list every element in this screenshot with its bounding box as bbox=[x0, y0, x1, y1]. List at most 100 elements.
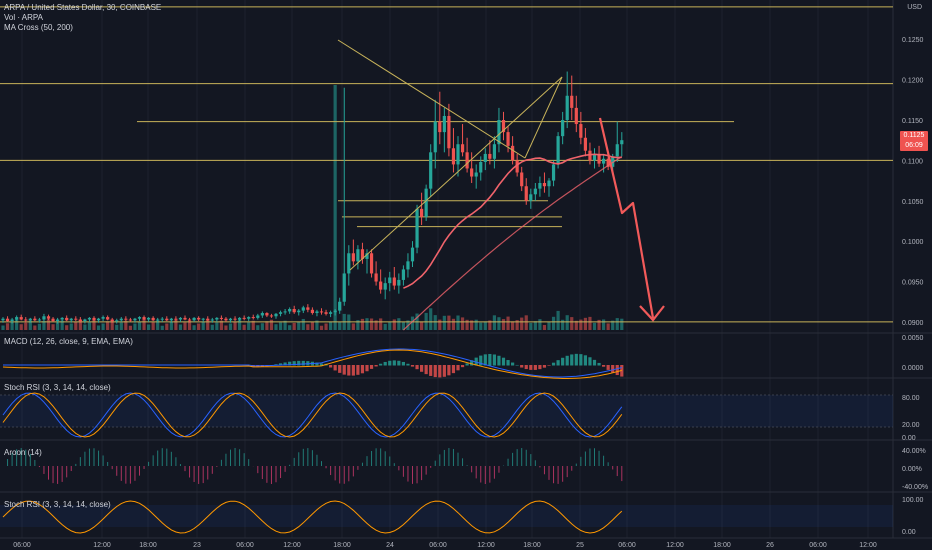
volume-bar bbox=[533, 321, 537, 330]
currency-label: USD bbox=[907, 4, 922, 11]
candle-body bbox=[374, 273, 378, 282]
volume-bar bbox=[183, 322, 187, 330]
volume-bar bbox=[260, 323, 264, 330]
candle-body bbox=[579, 124, 583, 138]
candle-body bbox=[1, 318, 5, 321]
candle-body bbox=[310, 309, 314, 314]
macd-hist-bar bbox=[392, 360, 396, 366]
candle-body bbox=[379, 281, 383, 290]
volume-bar bbox=[238, 319, 242, 330]
y-tick-label: 0.0900 bbox=[902, 320, 924, 327]
macd-title[interactable]: MACD (12, 26, close, 9, EMA, EMA) bbox=[4, 337, 133, 346]
candle-body bbox=[256, 315, 260, 318]
macd-hist-bar bbox=[347, 365, 351, 376]
volume-bar bbox=[206, 319, 210, 330]
x-tick-label: 26 bbox=[766, 542, 774, 549]
candle-body bbox=[210, 319, 214, 321]
volume-bar bbox=[288, 325, 292, 330]
volume-bar bbox=[574, 320, 578, 330]
candle-body bbox=[101, 317, 105, 319]
candlestick-series bbox=[1, 71, 624, 324]
candle-body bbox=[333, 310, 337, 313]
volume-bar bbox=[542, 324, 547, 330]
macd-hist-bar bbox=[547, 365, 551, 366]
candle-body bbox=[551, 164, 556, 181]
candle-body bbox=[124, 318, 128, 320]
macd-hist-bar bbox=[488, 353, 492, 366]
macd-hist-bar bbox=[415, 365, 419, 370]
volume-bar bbox=[174, 319, 178, 330]
candle-body bbox=[479, 162, 483, 173]
horizontal-levels[interactable] bbox=[0, 6, 893, 323]
candle-body bbox=[78, 319, 82, 322]
volume-bar bbox=[447, 315, 451, 330]
candle-body bbox=[60, 317, 64, 320]
triangle-edge bbox=[524, 76, 563, 159]
ma-cross-line bbox=[402, 153, 623, 331]
volume-bar bbox=[169, 321, 173, 330]
macd-hist-bar bbox=[379, 363, 383, 366]
volume-bar bbox=[60, 320, 64, 330]
candle-body bbox=[69, 318, 73, 321]
volume-bar bbox=[110, 319, 114, 330]
candle-body bbox=[406, 261, 410, 270]
y-tick-label: 0.1100 bbox=[902, 158, 923, 165]
macd-hist-bar bbox=[479, 355, 483, 366]
volume-bar bbox=[365, 318, 369, 330]
x-tick-label: 18:00 bbox=[713, 542, 731, 549]
macd-hist-bar bbox=[342, 365, 346, 375]
volume-bar bbox=[274, 324, 278, 330]
macd-hist-bar bbox=[369, 365, 374, 369]
volume-bar bbox=[187, 320, 192, 330]
candle-body bbox=[401, 269, 405, 280]
axes-labels: 0.1250 0.1200 0.1150 0.1100 0.1050 0.1000 0.09… bbox=[13, 37, 928, 549]
volume-bar bbox=[142, 319, 146, 330]
volume-bar bbox=[106, 321, 110, 330]
candle-body bbox=[456, 144, 460, 165]
candle-body bbox=[183, 317, 187, 320]
x-tick-label: 06:00 bbox=[13, 542, 31, 549]
candle-body bbox=[538, 183, 542, 189]
volume-bar bbox=[460, 317, 465, 330]
macd-hist-bar bbox=[470, 360, 474, 366]
candle-body bbox=[511, 145, 515, 161]
macd-hist-bar bbox=[551, 362, 556, 366]
candle-body bbox=[611, 156, 615, 167]
symbol-title[interactable]: ARPA / United States Dollar, 30, COINBAS… bbox=[4, 3, 162, 12]
candle-body bbox=[410, 247, 415, 262]
macd-hist-bar bbox=[319, 363, 324, 366]
candle-body bbox=[338, 301, 342, 311]
volume-bar bbox=[147, 324, 151, 330]
aroon-title[interactable]: Aroon (14) bbox=[4, 448, 42, 457]
macd-hist-bar bbox=[565, 355, 569, 366]
forecast-arrow[interactable] bbox=[598, 117, 665, 322]
macd-signal-line bbox=[2, 349, 622, 379]
volume-bar bbox=[597, 319, 601, 330]
volume-bar bbox=[497, 317, 501, 330]
trendlines[interactable] bbox=[337, 39, 563, 271]
volume-bar bbox=[37, 323, 41, 330]
candle-body bbox=[438, 121, 442, 133]
volume-bar bbox=[438, 319, 442, 330]
candle-body bbox=[460, 144, 465, 153]
ma-cross-legend[interactable]: MA Cross (50, 200) bbox=[4, 23, 73, 32]
candle-body bbox=[28, 318, 32, 321]
candle-body bbox=[87, 317, 92, 320]
candle-body bbox=[524, 186, 528, 201]
volume-legend[interactable]: Vol · ARPA bbox=[4, 13, 43, 22]
stoch-rsi-2-title[interactable]: Stoch RSI (3, 3, 14, 14, close) bbox=[4, 500, 111, 509]
candle-body bbox=[92, 317, 96, 321]
volume-bar bbox=[283, 320, 287, 330]
candle-body bbox=[351, 253, 355, 262]
macd-hist-bar bbox=[374, 365, 378, 367]
volume-bar bbox=[602, 319, 606, 330]
volume-bar bbox=[333, 85, 337, 330]
pane-tick-label: 40.00% bbox=[902, 448, 926, 455]
ascending-trendline bbox=[349, 76, 563, 271]
stoch-rsi-title[interactable]: Stoch RSI (3, 3, 14, 14, close) bbox=[4, 383, 111, 392]
macd-hist-bar bbox=[465, 363, 469, 366]
candle-body bbox=[415, 208, 419, 248]
volume-bar bbox=[338, 322, 342, 330]
